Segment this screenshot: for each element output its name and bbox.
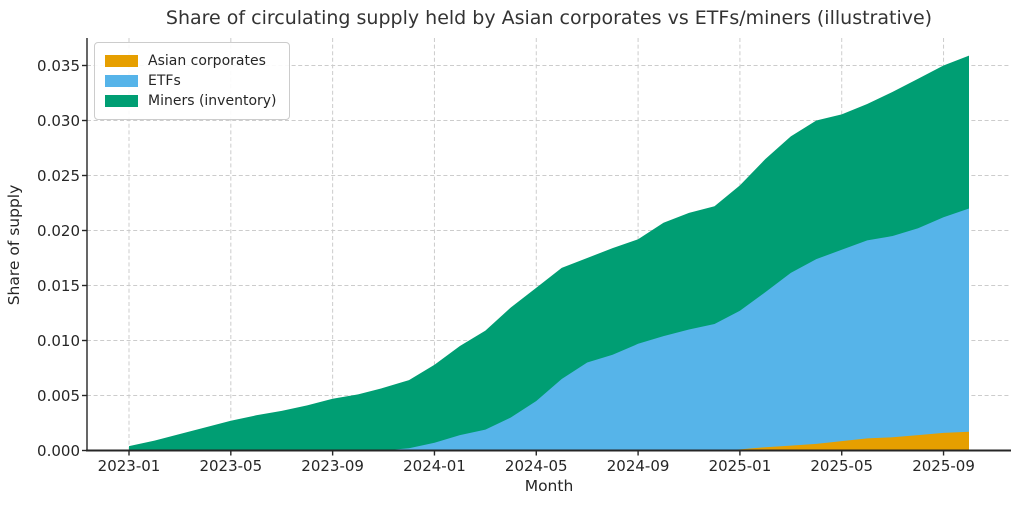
y-tick-label: 0.030 [37,111,80,130]
x-tick-label: 2024-01 [403,457,466,475]
y-tick-label: 0.025 [37,166,80,185]
y-tick-label: 0.010 [37,331,80,350]
legend-label: Miners (inventory) [148,93,277,109]
x-axis-label: Month [524,477,574,495]
legend-swatch-icon [105,75,138,87]
y-axis-label: Share of supply [5,184,23,306]
y-tick-label: 0.015 [37,276,80,295]
y-tick-label: 0.035 [37,56,80,75]
y-tick-label: 0.000 [37,441,80,460]
x-tick-label: 2023-01 [97,457,161,475]
legend-swatch-icon [105,55,138,67]
chart-title: Share of circulating supply held by Asia… [165,7,933,29]
legend-label: Asian corporates [148,53,266,69]
chart-legend: Asian corporates ETFs Miners (inventory) [94,42,290,120]
x-tick-label: 2025-01 [708,457,772,475]
area-etfs [129,208,969,451]
x-tick-label: 2025-09 [912,457,975,475]
x-tick-label: 2023-09 [301,457,364,475]
legend-label: ETFs [148,73,181,89]
legend-item-miners-inventory-: Miners (inventory) [105,93,277,109]
x-tick-label: 2025-05 [810,457,874,475]
legend-item-asian-corporates: Asian corporates [105,53,277,69]
legend-item-etfs: ETFs [105,73,277,89]
x-tick-label: 2024-05 [504,457,568,475]
area-asian-corporates [129,431,969,451]
x-tick-label: 2024-09 [606,457,670,475]
y-tick-label: 0.020 [37,221,80,240]
legend-swatch-icon [105,95,138,107]
x-tick-label: 2023-05 [199,457,263,475]
y-tick-label: 0.005 [37,386,80,405]
